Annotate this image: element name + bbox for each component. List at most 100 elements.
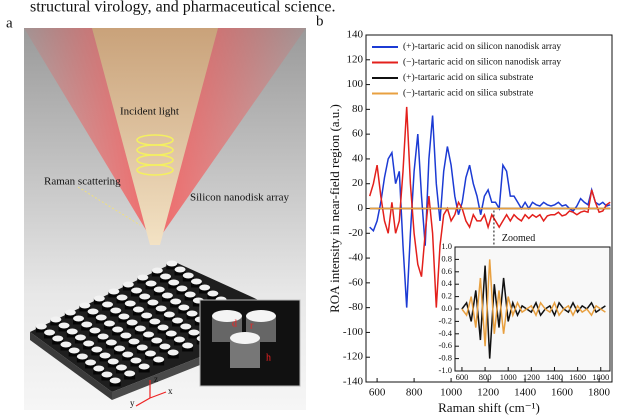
disk-top (102, 302, 113, 308)
disk-top (98, 334, 109, 340)
disk-top (199, 285, 210, 291)
disk-top (108, 359, 119, 365)
disk-top (187, 311, 198, 317)
disk-top (141, 313, 152, 319)
x-tick-label: 1600 (569, 372, 586, 382)
axis-name: x (168, 386, 173, 396)
y-tick-label: 0.0 (441, 303, 452, 313)
disk-top (152, 268, 163, 274)
legend-label: (+)-tartaric acid on silica substrate (403, 72, 533, 83)
disk-top (85, 360, 96, 366)
y-tick-label: 0.6 (441, 266, 452, 276)
annotation: Zoomed (502, 233, 535, 244)
disk-top (135, 326, 146, 332)
disk-top (112, 327, 123, 333)
disk-top (207, 291, 218, 297)
disk-top (178, 305, 189, 311)
disk-top (182, 343, 193, 349)
y-axis-label: ROA intensity in near-field region (a.u.… (327, 104, 342, 313)
y-tick-label: -0.2 (439, 315, 452, 325)
x-tick-label: 600 (456, 372, 469, 382)
disk-top (176, 286, 187, 292)
disk-top (191, 279, 202, 285)
disk-top (123, 282, 134, 288)
disk-top (60, 342, 71, 348)
disk-top (143, 332, 154, 338)
y-tick-label: 140 (347, 29, 364, 41)
disk-top (130, 358, 141, 364)
y-tick-label: 0.8 (441, 253, 452, 263)
disk-top (129, 339, 140, 345)
x-tick-label: 800 (479, 372, 492, 382)
disk-top (83, 341, 94, 347)
x-tick-label: 1000 (440, 387, 463, 399)
disk-top (137, 275, 148, 281)
disk-top (168, 350, 179, 356)
disk-top (114, 346, 125, 352)
y-tick-label: -140 (343, 376, 364, 388)
y-tick-label: -20 (348, 227, 363, 239)
disk-top (151, 338, 162, 344)
disk-top (146, 281, 157, 287)
y-tick-label: -0.4 (439, 328, 453, 338)
disk-top (158, 325, 169, 331)
disk-top (131, 288, 142, 294)
disk-top (36, 324, 47, 330)
disk-top (159, 344, 170, 350)
disk-top (125, 301, 136, 307)
disk-top (137, 345, 148, 351)
disk-top (44, 330, 55, 336)
x-axis-label: Raman shift (cm⁻¹) (438, 400, 540, 415)
inset-label: d (232, 318, 237, 329)
label: Raman scattering (44, 176, 121, 188)
disk-top (81, 322, 92, 328)
disk-top (118, 314, 129, 320)
disk-top (75, 335, 86, 341)
x-tick-label: 1000 (500, 372, 517, 382)
y-tick-label: 0.4 (441, 278, 452, 288)
y-tick-label: -100 (343, 326, 364, 338)
x-tick-label: 1800 (592, 372, 609, 382)
disk-top (149, 319, 160, 325)
disk-top (172, 318, 183, 324)
disk-top (104, 321, 115, 327)
disk-top (127, 320, 138, 326)
disk-top (94, 296, 105, 302)
disk-top (122, 352, 133, 358)
x-tick-label: 1400 (546, 372, 563, 382)
disk-top (156, 306, 167, 312)
axis-name: z (154, 374, 158, 384)
y-tick-label: -60 (348, 276, 363, 288)
caption-fragment: structural virology, and pharmaceutical … (30, 0, 336, 16)
panel-label: b (316, 13, 324, 29)
disk-top (100, 353, 111, 359)
y-tick-label: 20 (352, 177, 364, 189)
disk-top (93, 366, 104, 372)
disk-top (166, 261, 177, 267)
disk-top (89, 328, 100, 334)
x-tick-label: 1800 (588, 387, 611, 399)
disk-top (106, 340, 117, 346)
inset-label: h (266, 352, 271, 363)
disk-top (174, 337, 185, 343)
disk-top (69, 348, 80, 354)
y-tick-label: 80 (352, 103, 364, 115)
panel-label: a (6, 15, 13, 31)
disk-top (166, 331, 177, 337)
disk-top (110, 378, 121, 384)
axis-name: y (130, 398, 135, 408)
disk-top (188, 330, 199, 336)
x-tick-label: 1400 (514, 387, 537, 399)
disk-top (162, 293, 173, 299)
disk-top (67, 329, 78, 335)
y-tick-label: 40 (352, 152, 364, 164)
disk-top (91, 347, 102, 353)
legend-label: (−)-tartaric acid on silicon nanodisk ar… (403, 57, 561, 68)
disk-top (117, 295, 128, 301)
disk-top (101, 372, 112, 378)
disk-top (108, 289, 119, 295)
x-tick-label: 800 (406, 387, 423, 399)
disk-top (77, 354, 88, 360)
y-tick-label: -0.8 (439, 353, 452, 363)
disk-top (147, 300, 158, 306)
